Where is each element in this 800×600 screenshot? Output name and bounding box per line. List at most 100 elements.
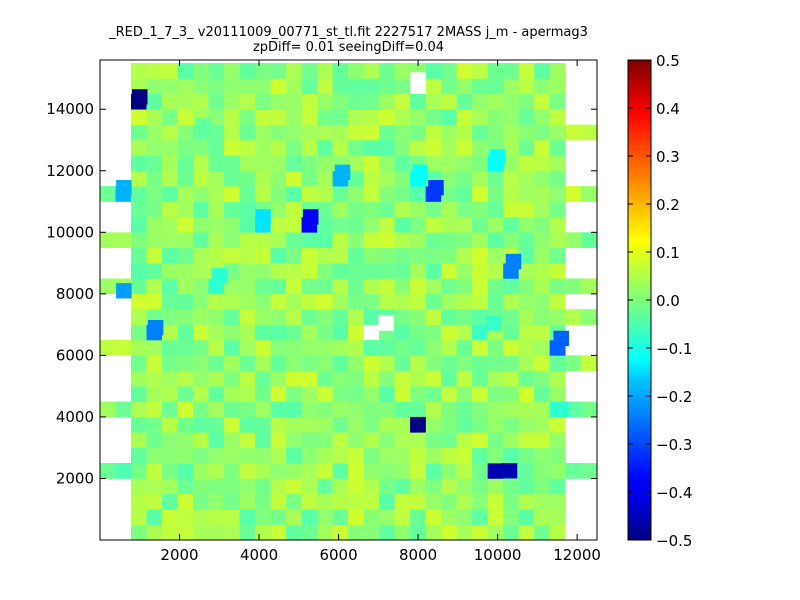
heatmap-cell <box>487 524 504 541</box>
heatmap-cell <box>363 78 380 95</box>
heatmap-cell <box>410 263 426 279</box>
heatmap-cell <box>456 247 473 264</box>
heatmap-cell <box>317 155 333 172</box>
heatmap-cell <box>239 263 256 279</box>
heatmap-cell <box>441 186 457 202</box>
heatmap-cell <box>224 355 240 372</box>
heatmap-cell <box>332 493 349 510</box>
heatmap-cell <box>487 463 504 479</box>
heatmap-cell <box>131 155 147 172</box>
heatmap-cell <box>379 386 395 402</box>
heatmap-cell <box>441 247 457 264</box>
heatmap-cell <box>162 278 178 295</box>
heatmap-cell <box>239 447 256 464</box>
heatmap-cell <box>379 293 395 310</box>
heatmap-cell-notable <box>116 180 132 196</box>
heatmap-cell <box>239 124 256 141</box>
heatmap-cell <box>177 216 194 233</box>
heatmap-cell <box>224 263 240 279</box>
heatmap-cell-notable <box>132 89 148 105</box>
heatmap-cell <box>379 340 395 356</box>
heatmap-cell-notable <box>412 164 428 180</box>
heatmap-cell <box>410 447 426 464</box>
heatmap-cell <box>518 140 535 156</box>
heatmap-cell <box>425 201 442 218</box>
heatmap-cell <box>534 63 550 79</box>
heatmap-cell <box>301 140 318 156</box>
heatmap-cell <box>456 524 473 541</box>
heatmap-cell <box>239 78 256 95</box>
heatmap-cell <box>162 216 178 233</box>
heatmap-cell <box>332 324 349 341</box>
heatmap-cell <box>518 370 535 387</box>
heatmap-cell <box>239 170 256 187</box>
heatmap-cell <box>549 509 566 525</box>
heatmap-cell <box>270 386 287 402</box>
heatmap-cell <box>286 370 302 387</box>
heatmap-cell <box>456 401 473 418</box>
heatmap-cell <box>394 463 411 479</box>
heatmap-cell <box>100 232 116 248</box>
heatmap-cell <box>549 124 566 141</box>
x-tick-label: 8000 <box>399 546 437 564</box>
heatmap-cell <box>379 216 395 233</box>
heatmap-cell-notable <box>195 118 212 134</box>
heatmap-cells <box>100 63 597 541</box>
heatmap-cell <box>472 63 488 79</box>
heatmap-cell <box>549 140 566 156</box>
heatmap-cell <box>425 155 442 172</box>
heatmap-cell <box>456 478 473 495</box>
heatmap-cell <box>363 232 380 248</box>
heatmap-cell <box>146 155 163 172</box>
heatmap-cell <box>549 186 566 202</box>
heatmap-cell <box>286 201 302 218</box>
heatmap-cell <box>177 309 194 325</box>
heatmap-cell <box>394 355 411 372</box>
heatmap-cell <box>286 232 302 248</box>
heatmap-cell <box>348 478 364 495</box>
heatmap-cell <box>549 493 566 510</box>
heatmap-cell <box>534 124 550 141</box>
heatmap-cell <box>348 340 364 356</box>
heatmap-cell <box>487 340 504 356</box>
heatmap-cell <box>270 170 287 187</box>
heatmap-cell <box>317 232 333 248</box>
heatmap-cell <box>441 309 457 325</box>
heatmap-cell <box>503 524 519 541</box>
heatmap-cell <box>580 124 597 141</box>
heatmap-cell <box>518 78 535 95</box>
heatmap-cell <box>394 78 411 95</box>
heatmap-cell <box>193 263 209 279</box>
colorbar-tick-label: 0.4 <box>656 100 680 118</box>
heatmap-cell <box>348 186 364 202</box>
heatmap-cell <box>503 155 519 172</box>
heatmap-cell <box>549 170 566 187</box>
heatmap-cell <box>534 186 550 202</box>
heatmap-cell <box>394 109 411 125</box>
heatmap-cell <box>131 309 147 325</box>
heatmap-cell <box>255 432 271 448</box>
heatmap-cell <box>177 340 194 356</box>
heatmap-cell <box>146 509 163 525</box>
heatmap-cell <box>286 247 302 264</box>
heatmap-cell <box>534 170 550 187</box>
heatmap-cell <box>456 216 473 233</box>
heatmap-cell <box>270 263 287 279</box>
heatmap-cell <box>503 278 519 295</box>
heatmap-cell <box>317 293 333 310</box>
heatmap-cell <box>286 401 302 418</box>
heatmap-cell <box>162 463 178 479</box>
heatmap-cell <box>193 432 209 448</box>
heatmap-cell <box>208 232 225 248</box>
heatmap-cell <box>301 155 318 172</box>
heatmap-cell <box>317 340 333 356</box>
heatmap-cell <box>224 478 240 495</box>
heatmap-cell <box>441 340 457 356</box>
heatmap-cell <box>379 155 395 172</box>
heatmap-cell <box>549 478 566 495</box>
heatmap-cell <box>534 478 550 495</box>
heatmap-cell-notable <box>505 253 522 270</box>
colorbar-tick-label: 0.5 <box>656 52 680 70</box>
heatmap-cell <box>224 155 240 172</box>
heatmap-cell <box>162 340 178 356</box>
